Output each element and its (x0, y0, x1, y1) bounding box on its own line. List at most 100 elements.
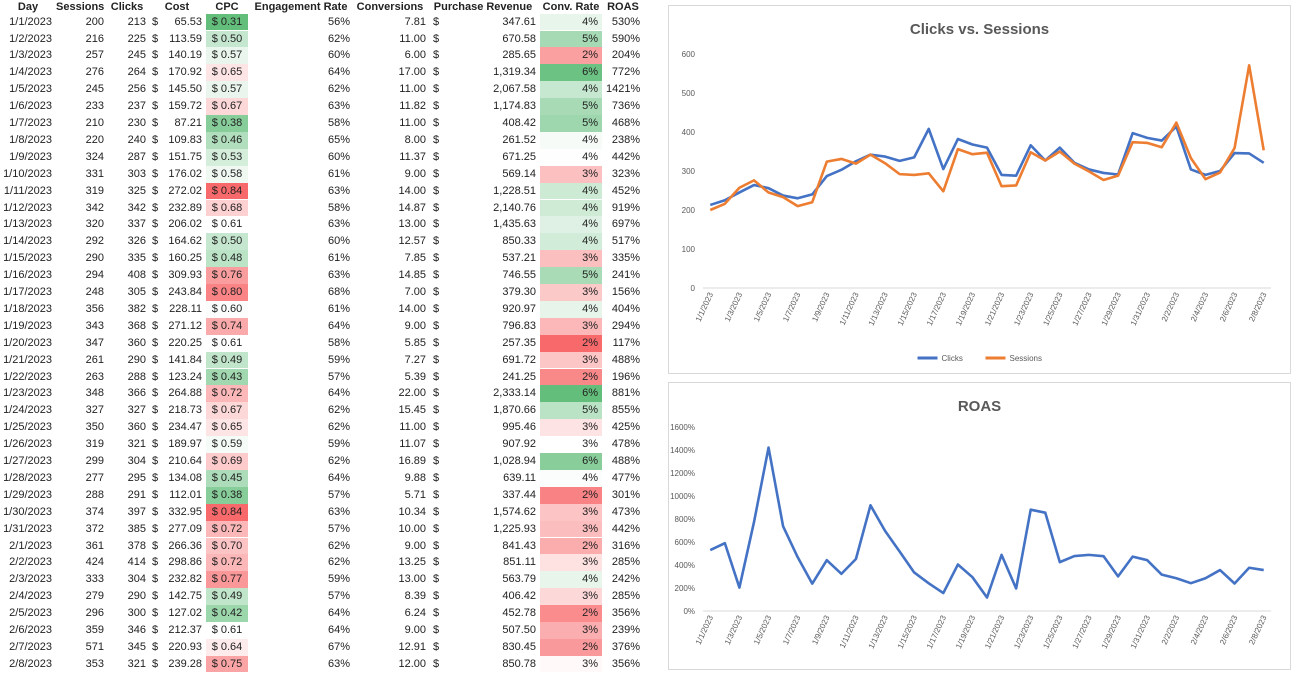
cell-purchase-revenue[interactable]: $1,028.94 (430, 453, 536, 470)
cell-purchase-revenue[interactable]: $850.33 (430, 233, 536, 250)
cell-cpc[interactable]: $ 0.57 (206, 47, 248, 65)
cell-engagement-rate[interactable]: 61% (327, 252, 350, 265)
cell-engagement-rate[interactable]: 63% (327, 657, 350, 670)
cell-cpc[interactable]: $ 0.50 (206, 30, 248, 48)
cell-conversions[interactable]: 7.27 (404, 353, 426, 366)
cell-purchase-revenue[interactable]: $1,870.66 (430, 402, 536, 419)
cell-clicks[interactable]: 240 (127, 133, 146, 146)
cell-conv-rate[interactable]: 3% (540, 284, 602, 301)
cell-cpc[interactable]: $ 0.77 (206, 571, 248, 589)
cell-cost[interactable]: $264.88 (152, 385, 202, 402)
cell-engagement-rate[interactable]: 64% (327, 387, 350, 400)
header-clicks[interactable]: Clicks (110, 1, 144, 13)
cell-clicks[interactable]: 237 (127, 100, 146, 113)
cell-engagement-rate[interactable]: 58% (327, 336, 350, 349)
cell-day[interactable]: 2/7/2023 (9, 640, 52, 653)
cell-sessions[interactable]: 361 (85, 539, 104, 552)
cell-clicks[interactable]: 346 (127, 624, 146, 636)
cell-engagement-rate[interactable]: 56% (327, 15, 350, 28)
cell-engagement-rate[interactable]: 57% (327, 590, 350, 603)
cell-clicks[interactable]: 264 (127, 66, 146, 79)
cell-cpc[interactable]: $ 0.42 (206, 605, 248, 622)
cell-conv-rate[interactable]: 6% (540, 453, 602, 470)
cell-day[interactable]: 1/19/2023 (3, 319, 52, 332)
cell-conversions[interactable]: 12.57 (398, 235, 426, 248)
cell-sessions[interactable]: 263 (85, 370, 104, 383)
cell-cost[interactable]: $159.72 (152, 98, 202, 115)
cell-purchase-revenue[interactable]: $907.92 (430, 436, 536, 453)
cell-day[interactable]: 1/5/2023 (9, 83, 52, 96)
cell-engagement-rate[interactable]: 62% (327, 83, 350, 96)
cell-sessions[interactable]: 356 (85, 302, 104, 315)
cell-sessions[interactable]: 374 (85, 505, 104, 518)
cell-roas[interactable]: 919% (611, 201, 640, 214)
cell-roas[interactable]: 855% (611, 404, 640, 417)
cell-conversions[interactable]: 13.25 (398, 556, 426, 569)
cell-purchase-revenue[interactable]: $406.42 (430, 588, 536, 605)
cell-conversions[interactable]: 12.00 (398, 657, 426, 670)
cell-clicks[interactable]: 408 (127, 269, 146, 282)
cell-clicks[interactable]: 304 (127, 455, 146, 467)
cell-cpc[interactable]: $ 0.84 (206, 182, 248, 200)
cell-cost[interactable]: $189.97 (152, 436, 202, 453)
cell-conv-rate[interactable]: 5% (540, 402, 602, 420)
cell-roas[interactable]: 468% (611, 117, 640, 129)
cell-cost[interactable]: $212.37 (152, 622, 202, 639)
cell-conv-rate[interactable]: 2% (540, 605, 602, 622)
cell-sessions[interactable]: 220 (85, 133, 104, 146)
cell-day[interactable]: 1/22/2023 (3, 370, 52, 383)
cell-clicks[interactable]: 290 (127, 353, 146, 366)
cell-conversions[interactable]: 9.00 (404, 624, 426, 636)
cell-cost[interactable]: $170.92 (152, 64, 202, 81)
cell-engagement-rate[interactable]: 61% (327, 167, 350, 180)
cell-clicks[interactable]: 288 (127, 370, 146, 383)
cell-conversions[interactable]: 6.24 (404, 607, 426, 620)
cell-conversions[interactable]: 11.00 (399, 117, 426, 129)
clicks-sessions-chart[interactable]: Clicks vs. Sessions 0 100 200 300 400 500 600 1/… (668, 5, 1291, 374)
cell-roas[interactable]: 196% (611, 370, 640, 383)
cell-cpc[interactable]: $ 0.76 (206, 267, 248, 284)
cell-conversions[interactable]: 14.00 (398, 302, 426, 315)
cell-day[interactable]: 2/1/2023 (9, 539, 52, 552)
cell-purchase-revenue[interactable]: $337.44 (430, 487, 536, 504)
header-conv-rate[interactable]: Conv. Rate (542, 1, 600, 13)
cell-purchase-revenue[interactable]: $671.25 (430, 149, 536, 166)
cell-purchase-revenue[interactable]: $452.78 (430, 605, 536, 622)
cell-roas[interactable]: 442% (611, 522, 640, 535)
cell-sessions[interactable]: 261 (85, 353, 104, 366)
header-sessions[interactable]: Sessions (56, 1, 105, 13)
cell-cost[interactable]: $298.86 (152, 554, 202, 571)
cell-clicks[interactable]: 304 (127, 573, 146, 586)
cell-day[interactable]: 1/11/2023 (3, 184, 52, 197)
cell-sessions[interactable]: 216 (85, 32, 104, 45)
cell-conv-rate[interactable]: 3% (540, 655, 602, 672)
cell-conv-rate[interactable]: 6% (540, 385, 602, 403)
cell-day[interactable]: 1/31/2023 (3, 522, 52, 535)
cell-cpc[interactable]: $ 0.57 (206, 81, 248, 99)
cell-cost[interactable]: $220.93 (152, 639, 202, 656)
roas-chart[interactable]: ROAS 0% 200% 400% 600% 800% 1000% 1200% 1400% 160… (668, 382, 1291, 670)
cell-clicks[interactable]: 295 (127, 471, 146, 484)
cell-purchase-revenue[interactable]: $537.21 (430, 250, 536, 267)
cell-clicks[interactable]: 326 (127, 235, 146, 248)
cell-clicks[interactable]: 342 (127, 201, 146, 214)
cell-conversions[interactable]: 9.00 (404, 539, 426, 552)
cell-engagement-rate[interactable]: 64% (327, 624, 350, 636)
cell-clicks[interactable]: 225 (127, 32, 146, 45)
cell-conversions[interactable]: 6.00 (404, 49, 426, 62)
cell-conv-rate[interactable]: 4% (540, 216, 602, 234)
cell-conversions[interactable]: 9.88 (404, 471, 426, 484)
cell-day[interactable]: 2/8/2023 (9, 657, 52, 670)
cell-roas[interactable]: 356% (611, 607, 640, 620)
cell-day[interactable]: 1/27/2023 (3, 455, 52, 467)
cell-conv-rate[interactable]: 4% (540, 199, 602, 217)
cell-cost[interactable]: $271.12 (152, 318, 202, 335)
cell-purchase-revenue[interactable]: $830.45 (430, 639, 536, 656)
cell-roas[interactable]: 323% (611, 167, 640, 180)
cell-conv-rate[interactable]: 2% (540, 47, 602, 65)
cell-conversions[interactable]: 9.00 (404, 167, 426, 180)
cell-conversions[interactable]: 8.00 (404, 133, 426, 146)
cell-cost[interactable]: $234.47 (152, 419, 202, 436)
cell-cost[interactable]: $123.24 (152, 369, 202, 386)
cell-cost[interactable]: $65.53 (152, 14, 202, 31)
